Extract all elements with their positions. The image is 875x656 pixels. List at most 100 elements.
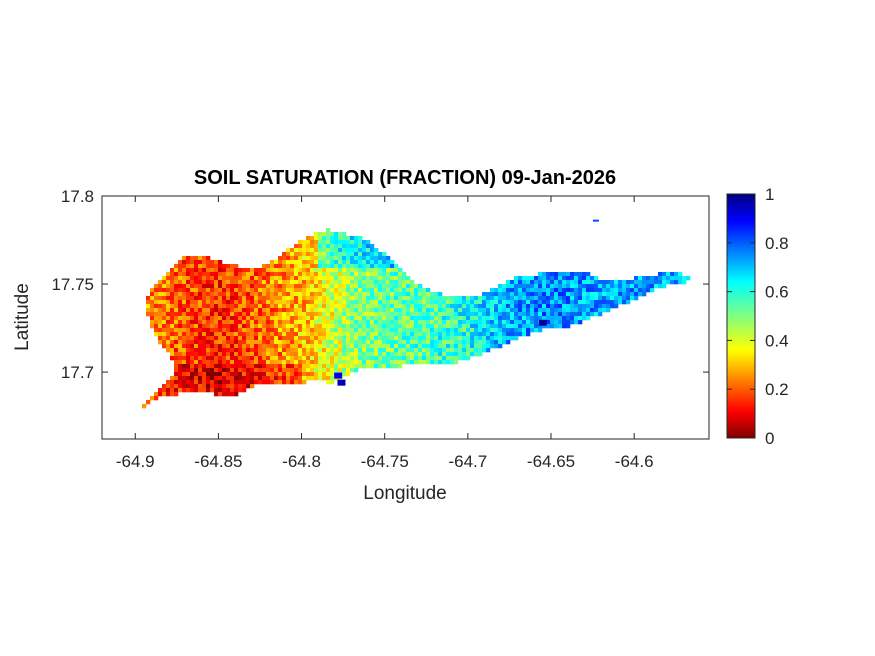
- saturation-cell: [638, 288, 643, 293]
- saturation-cell: [254, 316, 259, 321]
- saturation-cell: [510, 292, 515, 297]
- saturation-cell: [326, 252, 331, 257]
- saturation-cell: [406, 332, 411, 337]
- saturation-cell: [262, 316, 267, 321]
- saturation-cell: [346, 328, 351, 333]
- saturation-cell: [498, 332, 503, 337]
- saturation-cell: [286, 268, 291, 273]
- saturation-cell: [330, 312, 335, 317]
- saturation-cell: [426, 300, 431, 305]
- saturation-cell: [254, 368, 259, 373]
- saturation-cell: [410, 300, 415, 305]
- saturation-cell: [238, 284, 243, 289]
- saturation-cell: [178, 344, 183, 349]
- saturation-cell: [330, 240, 335, 245]
- saturation-cell: [174, 268, 179, 273]
- saturation-cell: [182, 264, 187, 269]
- colorbar-ticks: 00.20.40.60.81: [727, 185, 789, 448]
- saturation-cell: [298, 372, 303, 377]
- saturation-cell: [342, 340, 347, 345]
- saturation-cell: [334, 304, 339, 309]
- saturation-cell: [286, 372, 291, 377]
- saturation-cell: [170, 312, 175, 317]
- saturation-cell: [378, 336, 383, 341]
- saturation-cell: [510, 316, 515, 321]
- saturation-cell: [282, 264, 287, 269]
- saturation-cell: [538, 319, 547, 326]
- saturation-cell: [210, 296, 215, 301]
- saturation-cell: [366, 276, 371, 281]
- saturation-cell: [226, 352, 231, 357]
- saturation-cell: [390, 356, 395, 361]
- saturation-cell: [326, 288, 331, 293]
- saturation-cell: [186, 264, 191, 269]
- saturation-cell: [178, 332, 183, 337]
- saturation-cell: [182, 284, 187, 289]
- saturation-cell: [170, 348, 175, 353]
- saturation-cell: [458, 328, 463, 333]
- saturation-cell: [442, 304, 447, 309]
- saturation-cell: [318, 232, 323, 237]
- saturation-cell: [342, 256, 347, 261]
- saturation-cell: [514, 328, 519, 333]
- saturation-cell: [486, 316, 491, 321]
- saturation-cell: [262, 336, 267, 341]
- saturation-cell: [202, 332, 207, 337]
- saturation-cell: [502, 316, 507, 321]
- x-tick-label: -64.9: [116, 452, 155, 471]
- saturation-cell: [330, 344, 335, 349]
- saturation-cell: [226, 296, 231, 301]
- saturation-cell: [382, 256, 387, 261]
- saturation-cell: [322, 332, 327, 337]
- saturation-cell: [210, 316, 215, 321]
- saturation-cell: [326, 240, 331, 245]
- saturation-cell: [374, 336, 379, 341]
- saturation-cell: [338, 244, 343, 249]
- saturation-cell: [466, 296, 471, 301]
- saturation-cell: [494, 340, 499, 345]
- saturation-cell: [302, 320, 307, 325]
- saturation-cell: [422, 288, 427, 293]
- saturation-cell: [550, 288, 555, 293]
- saturation-cell: [254, 372, 259, 377]
- saturation-cell: [342, 356, 347, 361]
- saturation-cell: [422, 328, 427, 333]
- saturation-cell: [186, 272, 191, 277]
- saturation-cell: [414, 284, 419, 289]
- saturation-cell: [190, 348, 195, 353]
- saturation-cell: [546, 324, 551, 329]
- saturation-cell: [214, 392, 219, 397]
- saturation-cell: [290, 264, 295, 269]
- saturation-cell: [178, 276, 183, 281]
- saturation-cell: [226, 348, 231, 353]
- saturation-cell: [338, 328, 343, 333]
- saturation-cell: [354, 348, 359, 353]
- saturation-cell: [250, 332, 255, 337]
- saturation-cell: [262, 364, 267, 369]
- saturation-cell: [274, 300, 279, 305]
- saturation-cell: [410, 296, 415, 301]
- saturation-cell: [330, 320, 335, 325]
- saturation-cell: [178, 360, 183, 365]
- saturation-cell: [250, 348, 255, 353]
- saturation-cell: [282, 356, 287, 361]
- saturation-cell: [490, 292, 495, 297]
- saturation-cell: [334, 308, 339, 313]
- saturation-cell: [462, 296, 467, 301]
- saturation-cell: [382, 360, 387, 365]
- saturation-cell: [294, 280, 299, 285]
- saturation-cell: [218, 276, 223, 281]
- saturation-cell: [298, 352, 303, 357]
- saturation-cell: [506, 304, 511, 309]
- saturation-cell: [334, 348, 339, 353]
- saturation-cell: [346, 280, 351, 285]
- saturation-cell: [510, 332, 515, 337]
- saturation-cell: [254, 296, 259, 301]
- saturation-cell: [154, 328, 159, 333]
- saturation-cell: [506, 328, 511, 333]
- saturation-cell: [298, 348, 303, 353]
- saturation-cell: [430, 308, 435, 313]
- saturation-cell: [226, 336, 231, 341]
- saturation-cell: [486, 300, 491, 305]
- saturation-cell: [434, 320, 439, 325]
